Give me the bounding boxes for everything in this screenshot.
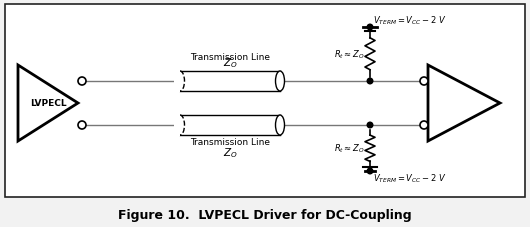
Ellipse shape	[175, 72, 184, 92]
Circle shape	[367, 122, 374, 129]
Circle shape	[420, 121, 428, 129]
Text: $R_t \approx Z_O$: $R_t \approx Z_O$	[334, 49, 365, 61]
Polygon shape	[18, 66, 78, 141]
Bar	[174, 114, 180, 136]
Bar	[180, 116, 280, 135]
Text: $V_{TERM} = V_{CC} - 2\ V$: $V_{TERM} = V_{CC} - 2\ V$	[373, 172, 446, 184]
Circle shape	[367, 168, 374, 175]
Circle shape	[420, 78, 428, 86]
Circle shape	[78, 78, 86, 86]
Bar	[5, 5, 525, 197]
Circle shape	[367, 24, 374, 31]
Ellipse shape	[276, 72, 285, 92]
Text: Transmission Line: Transmission Line	[190, 137, 270, 146]
Text: $R_t \approx Z_O$: $R_t \approx Z_O$	[334, 142, 365, 154]
Text: Figure 10.  LVPECL Driver for DC-Coupling: Figure 10. LVPECL Driver for DC-Coupling	[118, 209, 412, 222]
Text: LVPECL: LVPECL	[30, 99, 66, 108]
Text: $Z_O$: $Z_O$	[223, 145, 237, 159]
Ellipse shape	[175, 116, 184, 135]
Text: $V_{TERM} = V_{CC} - 2\ V$: $V_{TERM} = V_{CC} - 2\ V$	[373, 15, 446, 27]
Circle shape	[78, 121, 86, 129]
Text: Transmission Line: Transmission Line	[190, 53, 270, 62]
Bar	[180, 72, 280, 92]
Polygon shape	[428, 66, 500, 141]
Bar	[174, 71, 180, 93]
Ellipse shape	[276, 116, 285, 135]
Text: $Z_O$: $Z_O$	[223, 56, 237, 70]
Circle shape	[367, 78, 374, 85]
